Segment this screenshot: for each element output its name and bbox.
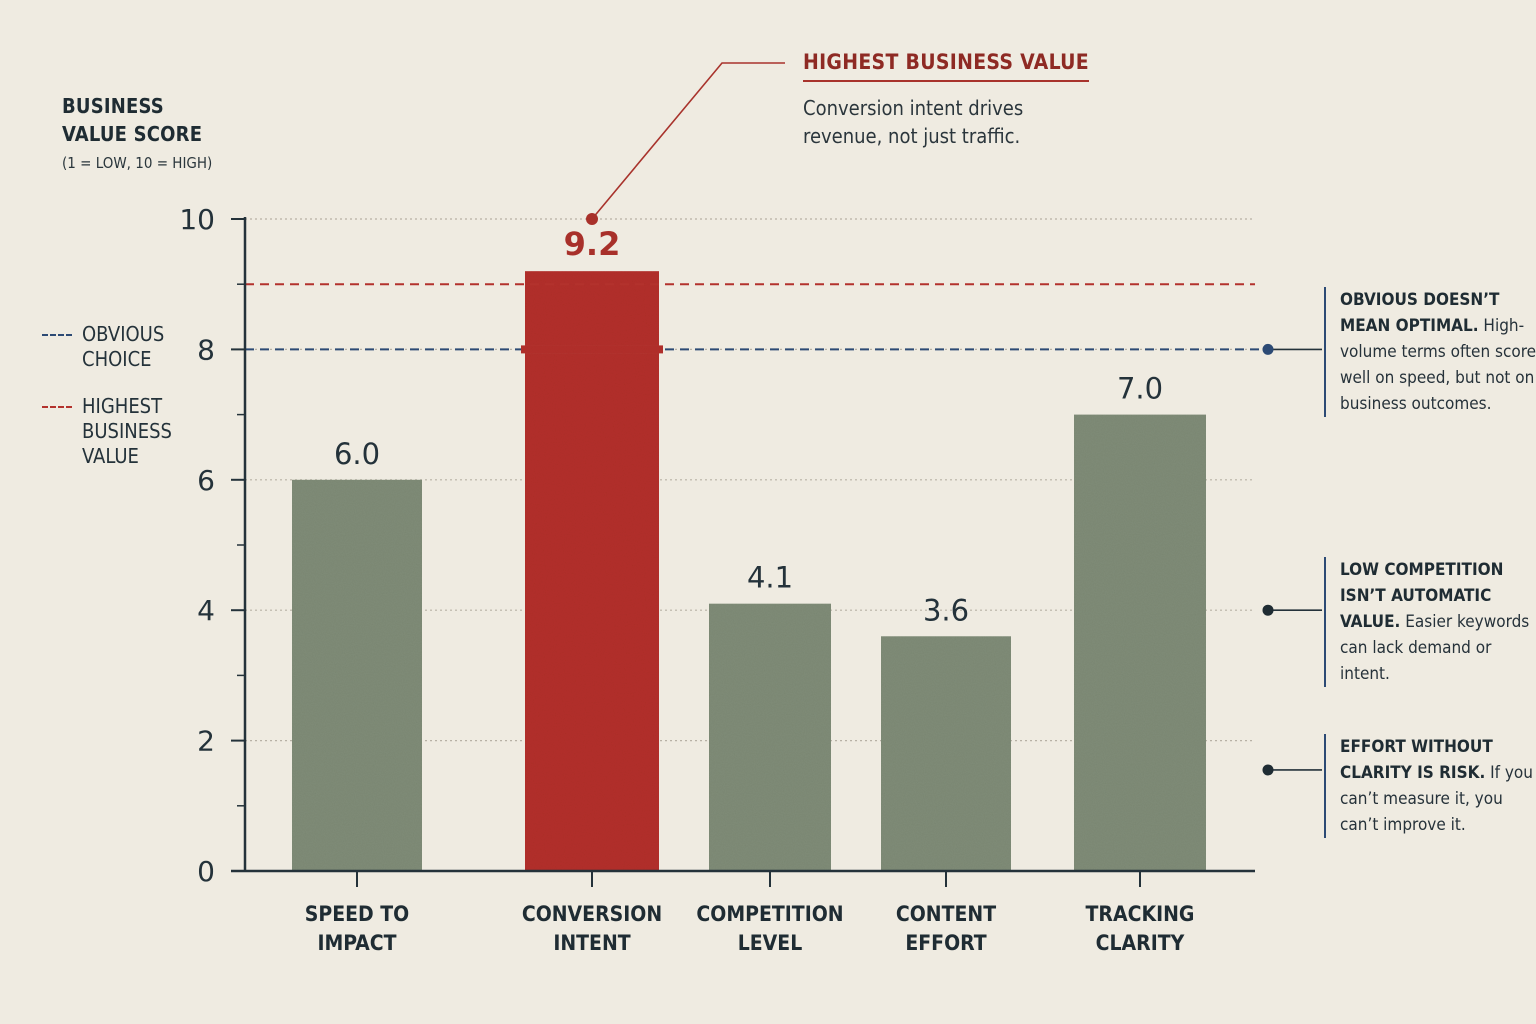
x-tick-label: INTENT	[553, 931, 630, 955]
note-obvious: OBVIOUS DOESN’T MEAN OPTIMAL. High-volum…	[1324, 287, 1536, 417]
bars	[292, 271, 1206, 871]
y-tick-label: 2	[197, 725, 215, 758]
bar-4	[1074, 414, 1206, 871]
x-tick-label: LEVEL	[738, 931, 803, 955]
y-axis-title: BUSINESS VALUE SCORE	[62, 94, 203, 146]
x-tick-label: COMPETITION	[696, 902, 843, 926]
data-label: 3.6	[923, 593, 969, 627]
callout-leader	[591, 62, 785, 220]
x-tick-label: CONVERSION	[522, 902, 662, 926]
note-text: If you can’t measure it, you can’t impro…	[1340, 763, 1533, 835]
legend-swatch-red-dashed	[42, 406, 72, 408]
legend-label: HIGHEST BUSINESS VALUE	[82, 394, 172, 468]
y-axis-subtitle: (1 = LOW, 10 = HIGH)	[62, 154, 213, 172]
x-tick-label: CLARITY	[1096, 931, 1185, 955]
x-tick-label: CONTENT	[896, 902, 996, 926]
note-dot	[1262, 343, 1274, 355]
axes	[231, 217, 1255, 887]
note-dot	[1262, 604, 1274, 616]
y-tick-label: 6	[197, 464, 215, 497]
note-low-competition: LOW COMPETITION ISN’T AUTOMATIC VALUE. E…	[1324, 557, 1536, 687]
note-text: Easier keywords can lack demand or inten…	[1340, 612, 1530, 684]
data-label: 7.0	[1117, 372, 1163, 406]
callout-title: HIGHEST BUSINESS VALUE	[803, 50, 1090, 82]
x-tick-label: TRACKING	[1086, 902, 1195, 926]
x-tick-label: SPEED TO	[305, 902, 409, 926]
reference-lines	[245, 283, 1268, 354]
note-bold: EFFORT WITHOUT CLARITY IS RISK.	[1340, 737, 1493, 783]
data-label: 9.2	[564, 225, 621, 263]
y-tick-label: 8	[197, 333, 215, 366]
y-tick-label: 4	[197, 594, 215, 627]
note-bold: LOW COMPETITION ISN’T AUTOMATIC VALUE.	[1340, 560, 1504, 632]
legend-label: OBVIOUS CHOICE	[82, 322, 165, 371]
labels: 0 2 4 6 8 10 6.0 SPEED TO IMPACT 9.2 CONVERSION INT…	[179, 203, 1194, 955]
note-dot	[1262, 764, 1274, 776]
annotation-leaders	[586, 62, 1322, 776]
callout-dot	[586, 213, 598, 225]
bar-2	[709, 603, 831, 871]
legend-item-highest-business-value: HIGHEST BUSINESS VALUE	[42, 394, 172, 469]
callout-highest-business-value: HIGHEST BUSINESS VALUE Conversion intent…	[803, 50, 1090, 150]
bar-1	[525, 271, 659, 871]
data-label: 4.1	[747, 561, 793, 595]
bar-0	[292, 479, 422, 871]
data-label: 6.0	[334, 437, 380, 471]
x-tick-label: IMPACT	[317, 931, 396, 955]
y-tick-label: 10	[179, 203, 215, 236]
bar-3	[881, 636, 1011, 871]
callout-body: Conversion intent drives revenue, not ju…	[803, 96, 1024, 148]
legend: OBVIOUS CHOICE HIGHEST BUSINESS VALUE	[42, 322, 172, 491]
note-bold: OBVIOUS DOESN’T MEAN OPTIMAL.	[1340, 290, 1500, 336]
note-text: High-volume terms often score well on sp…	[1340, 316, 1536, 414]
note-effort: EFFORT WITHOUT CLARITY IS RISK. If you c…	[1324, 734, 1536, 838]
highlight-bar-overlay	[521, 345, 663, 354]
legend-swatch-blue-dashed	[42, 334, 72, 336]
legend-item-obvious-choice: OBVIOUS CHOICE	[42, 322, 172, 372]
x-tick-label: EFFORT	[905, 931, 986, 955]
y-tick-label: 0	[197, 855, 215, 888]
